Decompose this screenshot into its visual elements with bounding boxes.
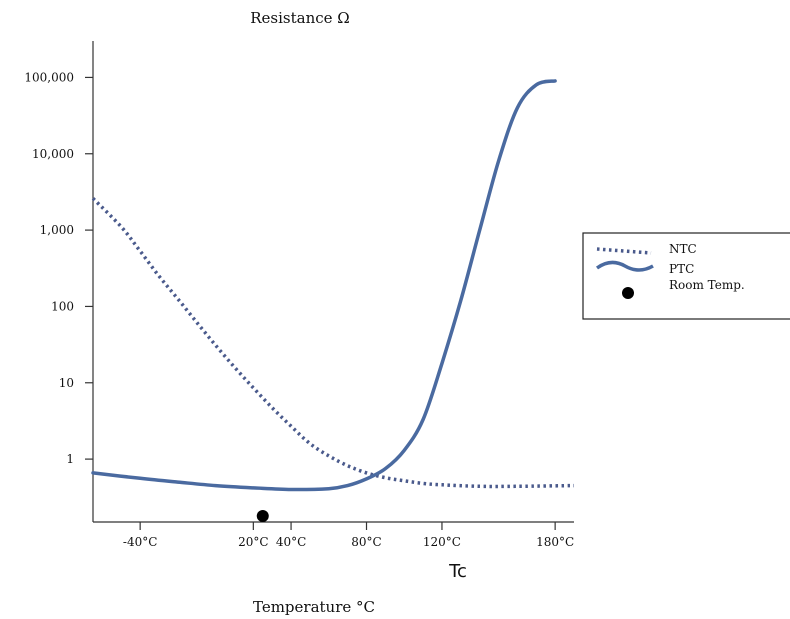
y-ticks: 1 10 100 1,000 10,000 100,000	[24, 70, 93, 466]
x-tick-label-3: 80°C	[351, 535, 381, 549]
x-tick-label-0: -40°C	[123, 535, 158, 549]
legend-ptc-swatch	[595, 260, 654, 272]
x-axis-title: Temperature °C	[253, 598, 375, 616]
ntc-curve	[91, 197, 575, 489]
legend-ptc-label: PTC	[669, 262, 694, 276]
legend-room-temp-marker	[622, 287, 634, 299]
legend-room-temp-label: Room Temp.	[669, 278, 745, 292]
y-tick-label-3: 1,000	[40, 223, 74, 237]
room-temp-marker	[256, 509, 269, 522]
ptc-curve	[91, 79, 557, 492]
tc-annotation: Tc	[448, 561, 467, 582]
y-tick-label-1: 10	[59, 376, 74, 390]
y-tick-label-4: 10,000	[32, 147, 74, 161]
legend-box	[582, 232, 790, 320]
legend-ntc-label: NTC	[669, 242, 697, 256]
x-tick-label-2: 40°C	[276, 535, 306, 549]
x-tick-label-4: 120°C	[423, 535, 461, 549]
x-tick-label-1: 20°C	[238, 535, 268, 549]
x-ticks: -40°C 20°C 40°C 80°C 120°C 180°C	[123, 522, 574, 549]
axes	[92, 41, 574, 523]
y-tick-label-0: 1	[66, 452, 74, 466]
legend: NTC PTC Room Temp.	[582, 232, 790, 320]
x-tick-label-5: 180°C	[536, 535, 574, 549]
y-tick-label-2: 100	[51, 299, 74, 313]
y-axis-title: Resistance Ω	[250, 9, 349, 27]
y-tick-label-5: 100,000	[24, 70, 74, 84]
series-layer	[91, 79, 575, 522]
